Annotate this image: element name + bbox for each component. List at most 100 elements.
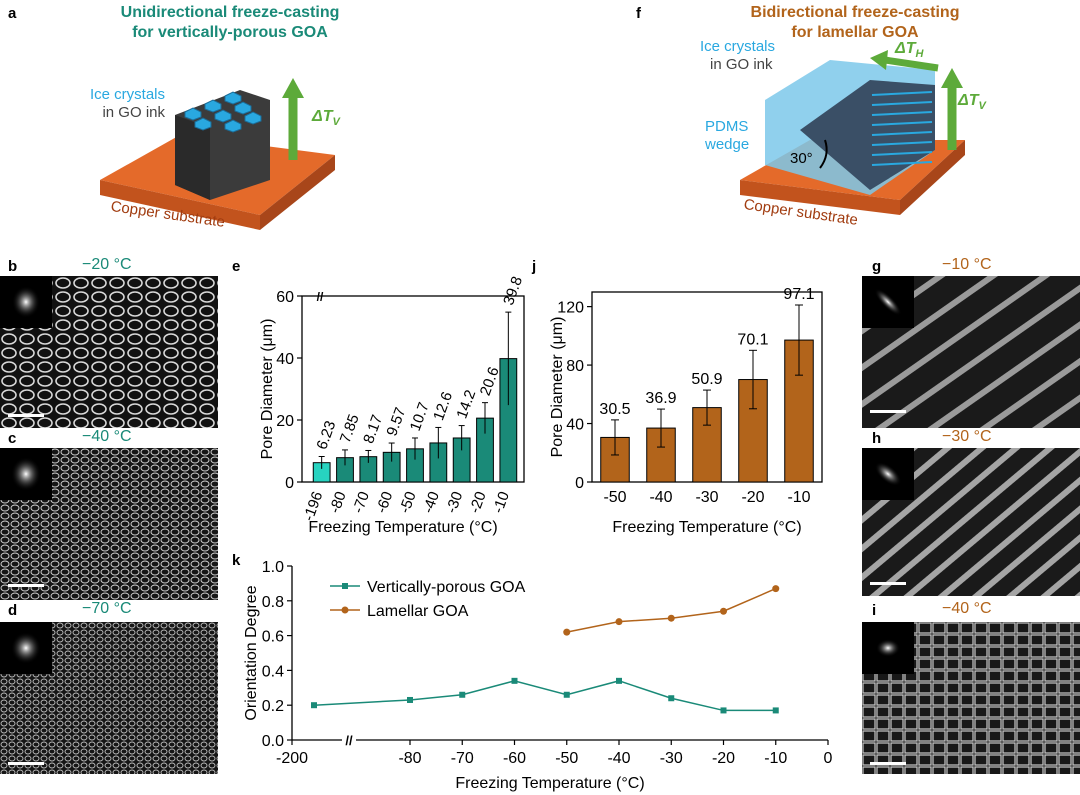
panel-label-k: k [232, 552, 241, 569]
panel-label-c: c [8, 430, 17, 447]
chart-k-ytick-label: 1.0 [262, 559, 284, 576]
panel-label-a: a [8, 5, 17, 22]
unidirectional-schematic [100, 78, 335, 230]
sem-image-b [0, 276, 218, 428]
chart-e-xtick-label: -60 [373, 489, 396, 515]
panel-label-e: e [232, 258, 241, 275]
delta-th-main: ΔT [895, 40, 916, 57]
chart-k-point [407, 696, 413, 703]
chart-k-legend-label: Lamellar GOA [367, 603, 469, 620]
chart-k: //0.00.20.40.60.81.0-200 -80 -70 -60 -50 -40-… [243, 559, 833, 792]
copper-substrate-side [260, 155, 335, 230]
chart-j-ytick-label: 40 [566, 417, 584, 434]
chart-k-xtick-label: -70 [451, 750, 474, 767]
temperature-label-g: −10 °C [942, 256, 992, 273]
chart-j-xtick-label: -40 [649, 489, 672, 506]
chart-j-ytick-label: 80 [566, 358, 584, 375]
chart-k-legend-marker [342, 583, 348, 589]
panel-label-d: d [8, 602, 18, 619]
chart-k-point [720, 707, 727, 714]
chart-e-value-label: 14.2 [453, 388, 479, 421]
chart-k-ytick-label: 0.2 [262, 698, 284, 715]
temperature-label-h: −30 °C [942, 428, 992, 445]
chart-e-xtick-label: -50 [396, 489, 419, 515]
chart-e-xtick-label: -70 [350, 489, 373, 515]
angle-arc [819, 139, 828, 169]
chart-k-point [668, 695, 675, 702]
chart-e-value-label: 8.17 [360, 413, 386, 446]
vertical-gradient-arrowhead [282, 78, 304, 98]
sem-image-c [0, 448, 218, 600]
fft-inset-g [862, 276, 914, 328]
chart-j-ytick-label: 120 [557, 300, 584, 317]
temperature-label-i: −40 °C [942, 600, 992, 617]
delta-tv-label-f: ΔTV [958, 92, 986, 112]
panel-label-f: f [636, 5, 641, 22]
chart-e-ytick-label: 60 [276, 289, 294, 306]
chart-e-xtick-label: -10 [490, 489, 513, 515]
fft-inset-d [0, 622, 52, 674]
bidirectional-schematic [740, 50, 965, 215]
scale-bar-g [870, 410, 906, 413]
delta-th-sub: H [915, 48, 924, 61]
chart-k-xtick-label: -40 [607, 750, 630, 767]
chart-e-xtick-label: -40 [420, 489, 443, 515]
ice-crystals-label-f: Ice crystals in GO ink [700, 38, 775, 74]
chart-e-value-label: 10.7 [407, 400, 433, 433]
chart-j-xtick-label: -30 [695, 489, 718, 506]
chart-j-xtick-label: -10 [787, 489, 810, 506]
panel-label-i: i [872, 602, 877, 619]
chart-k-series-line [313, 680, 776, 712]
temperature-label-c: −40 °C [82, 428, 132, 445]
porous-block-front [175, 115, 210, 200]
fft-inset-i [862, 622, 914, 674]
chart-k-legend-marker [341, 606, 349, 614]
chart-k-point [772, 707, 779, 714]
chart-k-point [720, 607, 727, 615]
sem-image-i [862, 622, 1080, 774]
horizontal-gradient-arrowhead [870, 50, 888, 70]
vertical-gradient-arrowhead-f [941, 68, 963, 88]
ice-crystals-label-a: Ice crystals in GO ink [80, 86, 165, 122]
chart-j-value-label: 50.9 [691, 371, 722, 388]
chart-k-point [667, 614, 675, 622]
chart-e-xlabel: Freezing Temperature (°C) [308, 519, 497, 536]
ice-hexagons [184, 91, 262, 133]
chart-k-series-line [566, 587, 777, 633]
chart-k-axis-break: // [345, 733, 353, 748]
chart-k-point [615, 618, 623, 626]
chart-e-ytick-label: 40 [276, 351, 294, 368]
copper-substrate-side-f [900, 140, 965, 215]
panel-a-title: Unidirectional freeze-casting for vertic… [80, 3, 380, 43]
chart-j-xtick-label: -20 [741, 489, 764, 506]
copper-substrate-front [100, 180, 260, 230]
panel-f-title-line1: Bidirectional freeze-casting [750, 4, 960, 21]
chart-e-value-label: 6.23 [313, 419, 339, 452]
chart-j-value-label: 97.1 [783, 286, 814, 303]
chart-k-xlabel: Freezing Temperature (°C) [455, 775, 644, 792]
chart-k-ylabel: Orientation Degree [243, 585, 260, 720]
pdms-line1: PDMS [705, 118, 749, 135]
chart-e-value-label: 9.57 [383, 405, 409, 438]
chart-k-ytick-label: 0.8 [262, 594, 284, 611]
fft-inset-h [862, 448, 914, 500]
scale-bar-i [870, 762, 906, 765]
scale-bar-c [8, 584, 44, 587]
chart-k-ytick-label: 0.0 [262, 733, 284, 750]
pdms-label: PDMS wedge [705, 118, 749, 154]
delta-tv-sub-a: V [332, 116, 340, 129]
chart-j-xlabel: Freezing Temperature (°C) [612, 519, 801, 536]
panel-label-g: g [872, 258, 882, 275]
lamellar-block [800, 80, 935, 190]
chart-k-xtick-label: 0 [824, 750, 833, 767]
chart-k-ytick-label: 0.6 [262, 629, 284, 646]
chart-e-xtick-label: -20 [466, 489, 489, 515]
chart-k-xtick-label: -60 [503, 750, 526, 767]
scale-bar-h [870, 582, 906, 585]
ice-crystals-line1-f: Ice crystals [700, 38, 776, 55]
delta-tv-main-f: ΔT [958, 92, 979, 109]
ice-crystals-line2-a: in GO ink [102, 104, 165, 121]
chart-k-point [511, 677, 518, 684]
horizontal-gradient-arrow [884, 56, 939, 72]
panel-a-title-line1: Unidirectional freeze-casting [120, 4, 340, 21]
